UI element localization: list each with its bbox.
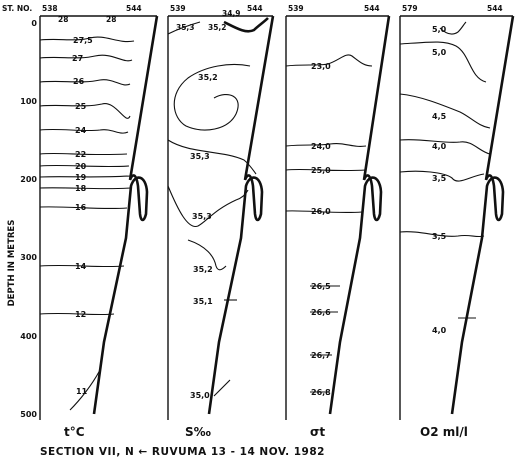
panel-temperature: 538 544 28 28 27,5 27 26 25 24 22 20 19 … xyxy=(39,4,159,439)
station-544: 544 xyxy=(247,4,263,13)
top-label-35-3: 35,3 xyxy=(176,23,195,32)
y-tick-300: 300 xyxy=(20,253,37,262)
y-tick-0: 0 xyxy=(31,19,37,28)
label-25-0: 25,0 xyxy=(311,166,331,175)
param-salinity: S‰ xyxy=(185,425,211,439)
top-label-28-b: 28 xyxy=(106,15,116,24)
label-35-2-upper: 35,2 xyxy=(198,73,218,82)
label-35-3-lower: 35,3 xyxy=(192,212,212,221)
label-26-5: 26,5 xyxy=(311,282,331,291)
label-24: 24 xyxy=(75,126,87,135)
label-26-6: 26,6 xyxy=(311,308,331,317)
station-538: 538 xyxy=(42,4,58,13)
panel-oxygen: 579 544 5,0 5,0 4,5 4,0 3,5 3,5 4,0 O2 m… xyxy=(399,4,515,439)
label-3-5-upper: 3,5 xyxy=(432,174,447,183)
y-tick-100: 100 xyxy=(20,97,37,106)
label-35-2-lower: 35,2 xyxy=(193,265,213,274)
param-sigma-t: σt xyxy=(310,425,325,439)
label-5-0: 5,0 xyxy=(432,48,447,57)
label-12: 12 xyxy=(75,310,86,319)
label-3-5-lower: 3,5 xyxy=(432,232,447,241)
label-26-8: 26,8 xyxy=(311,388,331,397)
label-18: 18 xyxy=(75,184,87,193)
param-temperature: t°C xyxy=(64,425,85,439)
label-26-7: 26,7 xyxy=(311,351,331,360)
panel-sigma-t: 539 544 23,0 24,0 25,0 26,0 26,5 26,6 26… xyxy=(285,4,391,439)
station-579: 579 xyxy=(402,4,418,13)
param-oxygen: O2 ml/l xyxy=(420,425,468,439)
top-label-35-2: 35,2 xyxy=(208,23,227,32)
station-544: 544 xyxy=(487,4,503,13)
label-16: 16 xyxy=(75,203,87,212)
panel-salinity: 539 544 35,3 34,9 35,2 35,2 35,3 35,3 35… xyxy=(167,4,275,439)
top-label-34-9: 34,9 xyxy=(222,9,241,18)
station-544: 544 xyxy=(126,4,142,13)
label-5-0-top: 5,0 xyxy=(432,25,447,34)
station-number-label: ST. NO. xyxy=(2,4,32,13)
label-4-0-lower: 4,0 xyxy=(432,326,447,335)
label-23-0: 23,0 xyxy=(311,62,331,71)
label-22: 22 xyxy=(75,150,86,159)
label-4-0-upper: 4,0 xyxy=(432,142,447,151)
label-26: 26 xyxy=(73,77,85,86)
label-35-0: 35,0 xyxy=(190,391,210,400)
y-tick-200: 200 xyxy=(20,175,37,184)
label-14: 14 xyxy=(75,262,87,271)
y-tick-400: 400 xyxy=(20,332,37,341)
station-539: 539 xyxy=(170,4,186,13)
label-35-3-upper: 35,3 xyxy=(190,152,210,161)
label-4-5: 4,5 xyxy=(432,112,447,121)
label-24-0: 24,0 xyxy=(311,142,331,151)
figure-caption: SECTION VII, N ← RUVUMA 13 - 14 NOV. 198… xyxy=(40,446,325,458)
y-tick-500: 500 xyxy=(20,410,37,419)
label-11: 11 xyxy=(76,387,88,396)
y-axis-label: DEPTH IN METRES xyxy=(7,220,17,307)
label-27: 27 xyxy=(72,54,83,63)
station-539: 539 xyxy=(288,4,304,13)
label-19: 19 xyxy=(75,173,87,182)
station-544: 544 xyxy=(364,4,380,13)
label-35-1: 35,1 xyxy=(193,297,213,306)
label-26-0: 26,0 xyxy=(311,207,331,216)
label-27-5: 27,5 xyxy=(73,36,93,45)
label-25: 25 xyxy=(75,102,87,111)
top-label-28-a: 28 xyxy=(58,15,68,24)
label-20: 20 xyxy=(75,162,87,171)
